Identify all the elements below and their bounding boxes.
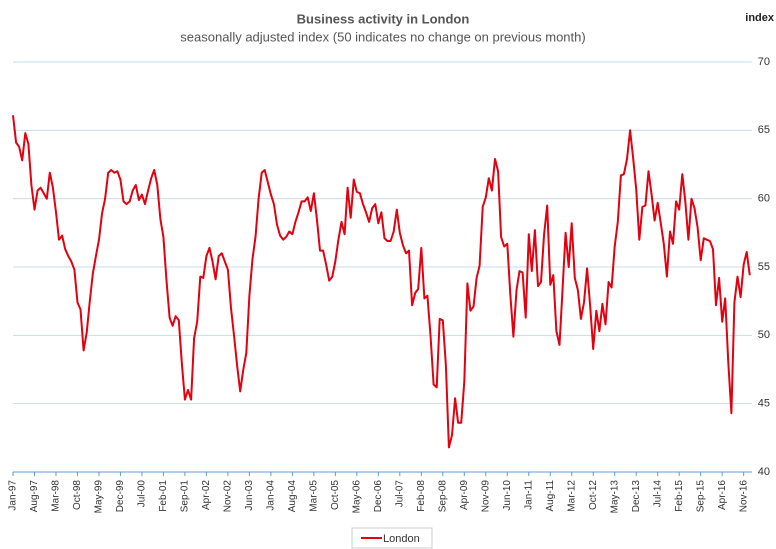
x-tick-label: Jun-03 xyxy=(244,480,255,511)
x-tick-label: Apr-02 xyxy=(201,480,212,510)
y-tick-label: 45 xyxy=(758,398,770,410)
y-tick-label: 50 xyxy=(758,329,770,341)
x-tick-label: Oct-05 xyxy=(330,480,341,510)
legend-box xyxy=(351,527,433,549)
chart-subtitle: seasonally adjusted index (50 indicates … xyxy=(180,29,585,44)
x-tick-label: Apr-09 xyxy=(459,480,470,510)
y-tick-label: 55 xyxy=(758,261,770,273)
y-tick-label: 40 xyxy=(758,466,770,478)
x-tick-label: Mar-98 xyxy=(51,480,62,512)
x-tick-label: Oct-98 xyxy=(72,480,83,510)
y-tick-label: 65 xyxy=(758,124,770,136)
x-tick-label: Sep-15 xyxy=(695,480,706,513)
x-tick-label: Dec-99 xyxy=(115,480,126,513)
x-tick-label: Feb-15 xyxy=(674,480,685,512)
x-tick-label: Oct-12 xyxy=(588,480,599,510)
x-tick-label: May-13 xyxy=(609,480,620,514)
y-axis-label: index xyxy=(745,12,775,24)
x-tick-label: Sep-01 xyxy=(180,480,191,513)
x-tick-label: Nov-09 xyxy=(480,480,491,513)
chart-title: Business activity in London xyxy=(297,11,470,26)
x-tick-label: Jul-07 xyxy=(394,480,405,508)
x-tick-label: Dec-13 xyxy=(631,480,642,513)
x-tick-label: Mar-12 xyxy=(566,480,577,512)
y-tick-label: 60 xyxy=(758,193,770,205)
x-tick-label: Jan-11 xyxy=(523,480,534,510)
y-tick-label: 70 xyxy=(758,56,770,68)
x-tick-label: Mar-05 xyxy=(309,480,320,512)
x-tick-label: Aug-11 xyxy=(545,480,556,512)
x-tick-label: Feb-08 xyxy=(416,480,427,512)
x-tick-label: Jul-14 xyxy=(652,480,663,508)
legend-label: London xyxy=(383,533,420,545)
x-tick-label: Aug-04 xyxy=(287,480,298,513)
x-tick-label: Aug-97 xyxy=(29,480,40,513)
x-tick-label: May-06 xyxy=(351,480,362,514)
x-tick-label: Jan-97 xyxy=(8,480,19,511)
x-tick-label: Jun-10 xyxy=(502,480,513,511)
x-tick-label: Apr-16 xyxy=(717,480,728,510)
x-tick-label: May-99 xyxy=(94,480,105,514)
x-tick-label: Sep-08 xyxy=(437,480,448,513)
line-series xyxy=(12,115,751,449)
x-tick-label: Jan-04 xyxy=(266,480,277,511)
x-tick-label: Nov-02 xyxy=(223,480,234,513)
x-tick-label: Jul-00 xyxy=(137,480,148,508)
x-tick-label: Nov-16 xyxy=(738,480,749,513)
x-tick-label: Feb-01 xyxy=(158,480,169,512)
x-tick-label: Dec-06 xyxy=(373,480,384,513)
